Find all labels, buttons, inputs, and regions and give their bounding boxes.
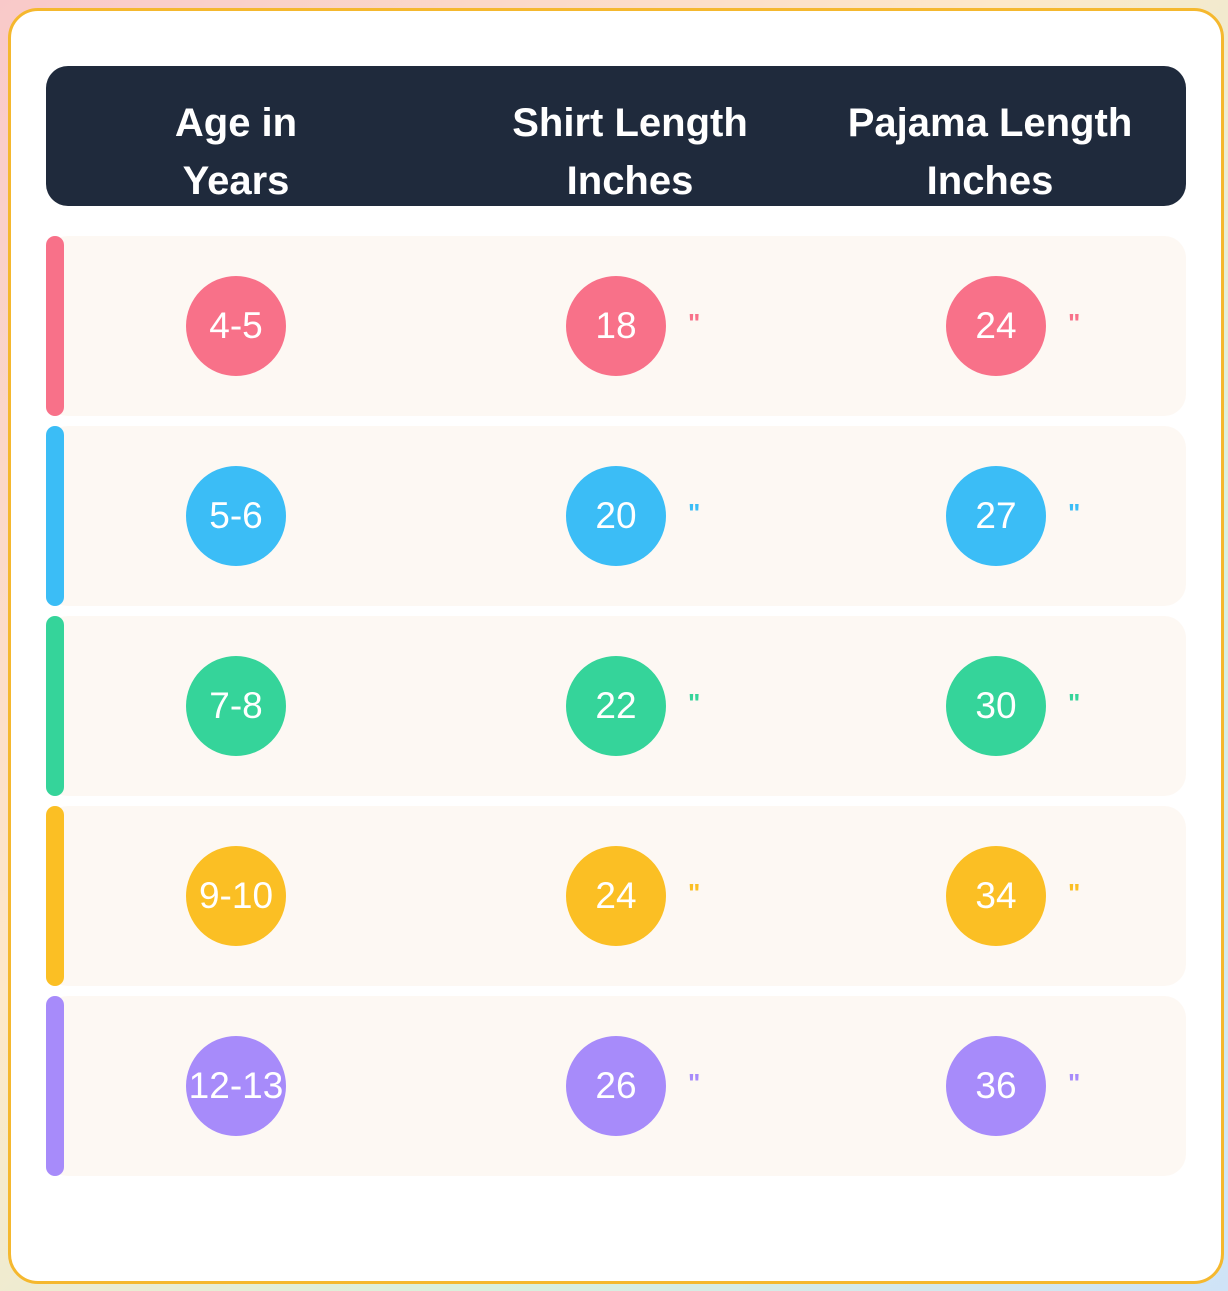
unit-mark: " <box>688 688 701 718</box>
table-header: Age in Years Shirt Length Inches Pajama Leng… <box>46 66 1186 206</box>
unit-mark: " <box>1068 688 1081 718</box>
header-line: Pajama Length <box>847 101 1133 145</box>
row-accent <box>46 996 64 1176</box>
value-badge: 18 <box>566 276 666 376</box>
value-badge: 24 <box>946 276 1046 376</box>
header-line: Age in <box>174 101 298 145</box>
table-row: 9-10 24 " 34 " <box>46 806 1186 986</box>
value-badge: 34 <box>946 846 1046 946</box>
unit-mark: " <box>688 878 701 908</box>
unit-mark: " <box>1068 498 1081 528</box>
header-cell: Pajama Length Inches <box>820 94 1160 210</box>
value-badge: 7-8 <box>186 656 286 756</box>
value-badge: 30 <box>946 656 1046 756</box>
table-row: 5-6 20 " 27 " <box>46 426 1186 606</box>
value-badge: 20 <box>566 466 666 566</box>
header-cell: Shirt Length Inches <box>460 94 800 210</box>
unit-mark: " <box>688 498 701 528</box>
table-row: 12-13 26 " 36 " <box>46 996 1186 1176</box>
unit-mark: " <box>1068 308 1081 338</box>
value-badge: 24 <box>566 846 666 946</box>
value-badge: 27 <box>946 466 1046 566</box>
header-cell: Age in Years <box>66 94 406 210</box>
header-line: Years <box>182 159 290 203</box>
unit-mark: " <box>1068 1068 1081 1098</box>
row-accent <box>46 426 64 606</box>
header-line: Shirt Length <box>512 101 748 145</box>
value-badge: 5-6 <box>186 466 286 566</box>
value-badge: 9-10 <box>186 846 286 946</box>
unit-mark: " <box>688 308 701 338</box>
value-badge: 26 <box>566 1036 666 1136</box>
value-badge: 12-13 <box>186 1036 286 1136</box>
header-line: Inches <box>566 159 694 203</box>
table-row: 4-5 18 " 24 " <box>46 236 1186 416</box>
unit-mark: " <box>688 1068 701 1098</box>
table-row: 7-8 22 " 30 " <box>46 616 1186 796</box>
row-accent <box>46 236 64 416</box>
value-badge: 36 <box>946 1036 1046 1136</box>
unit-mark: " <box>1068 878 1081 908</box>
row-accent <box>46 616 64 796</box>
header-line: Inches <box>926 159 1054 203</box>
row-accent <box>46 806 64 986</box>
value-badge: 4-5 <box>186 276 286 376</box>
value-badge: 22 <box>566 656 666 756</box>
